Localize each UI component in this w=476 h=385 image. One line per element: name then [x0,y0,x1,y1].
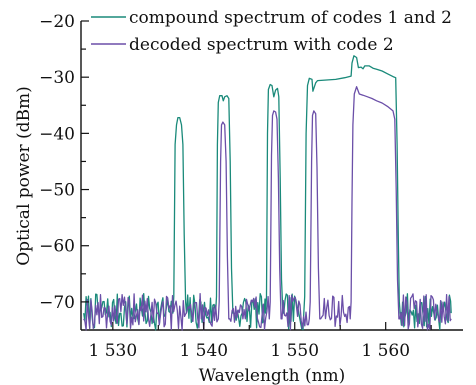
y-axis-title: Optical power (dBm) [14,86,34,266]
y-tick-label: −40 [39,124,75,144]
series-line-2 [83,86,452,331]
x-tick-label: 1 530 [88,341,137,361]
x-axis-title: Wavelength (nm) [199,366,346,385]
legend: compound spectrum of codes 1 and 2 decod… [91,8,452,55]
y-tick-label: −70 [39,293,75,313]
y-tick-label: −50 [39,181,75,201]
x-tick-label: 1 550 [270,341,319,361]
y-tick-label: −30 [39,68,75,88]
x-axis-ticks: 1 530 1 540 1 550 1 560 [88,322,432,361]
y-axis-ticks: −70 −60 −50 −40 −30 −20 [39,12,89,313]
y-tick-label: −20 [39,12,75,32]
series-layer [83,55,452,331]
plot-area: 1 530 1 540 1 550 1 560 −70 −60 −50 −40 −30 −20 [39,12,463,361]
x-tick-label: 1 540 [179,341,228,361]
y-tick-label: −60 [39,237,75,257]
legend-label-compound: compound spectrum of codes 1 and 2 [129,8,452,28]
x-tick-label: 1 560 [361,341,410,361]
legend-label-decoded: decoded spectrum with code 2 [129,35,394,55]
